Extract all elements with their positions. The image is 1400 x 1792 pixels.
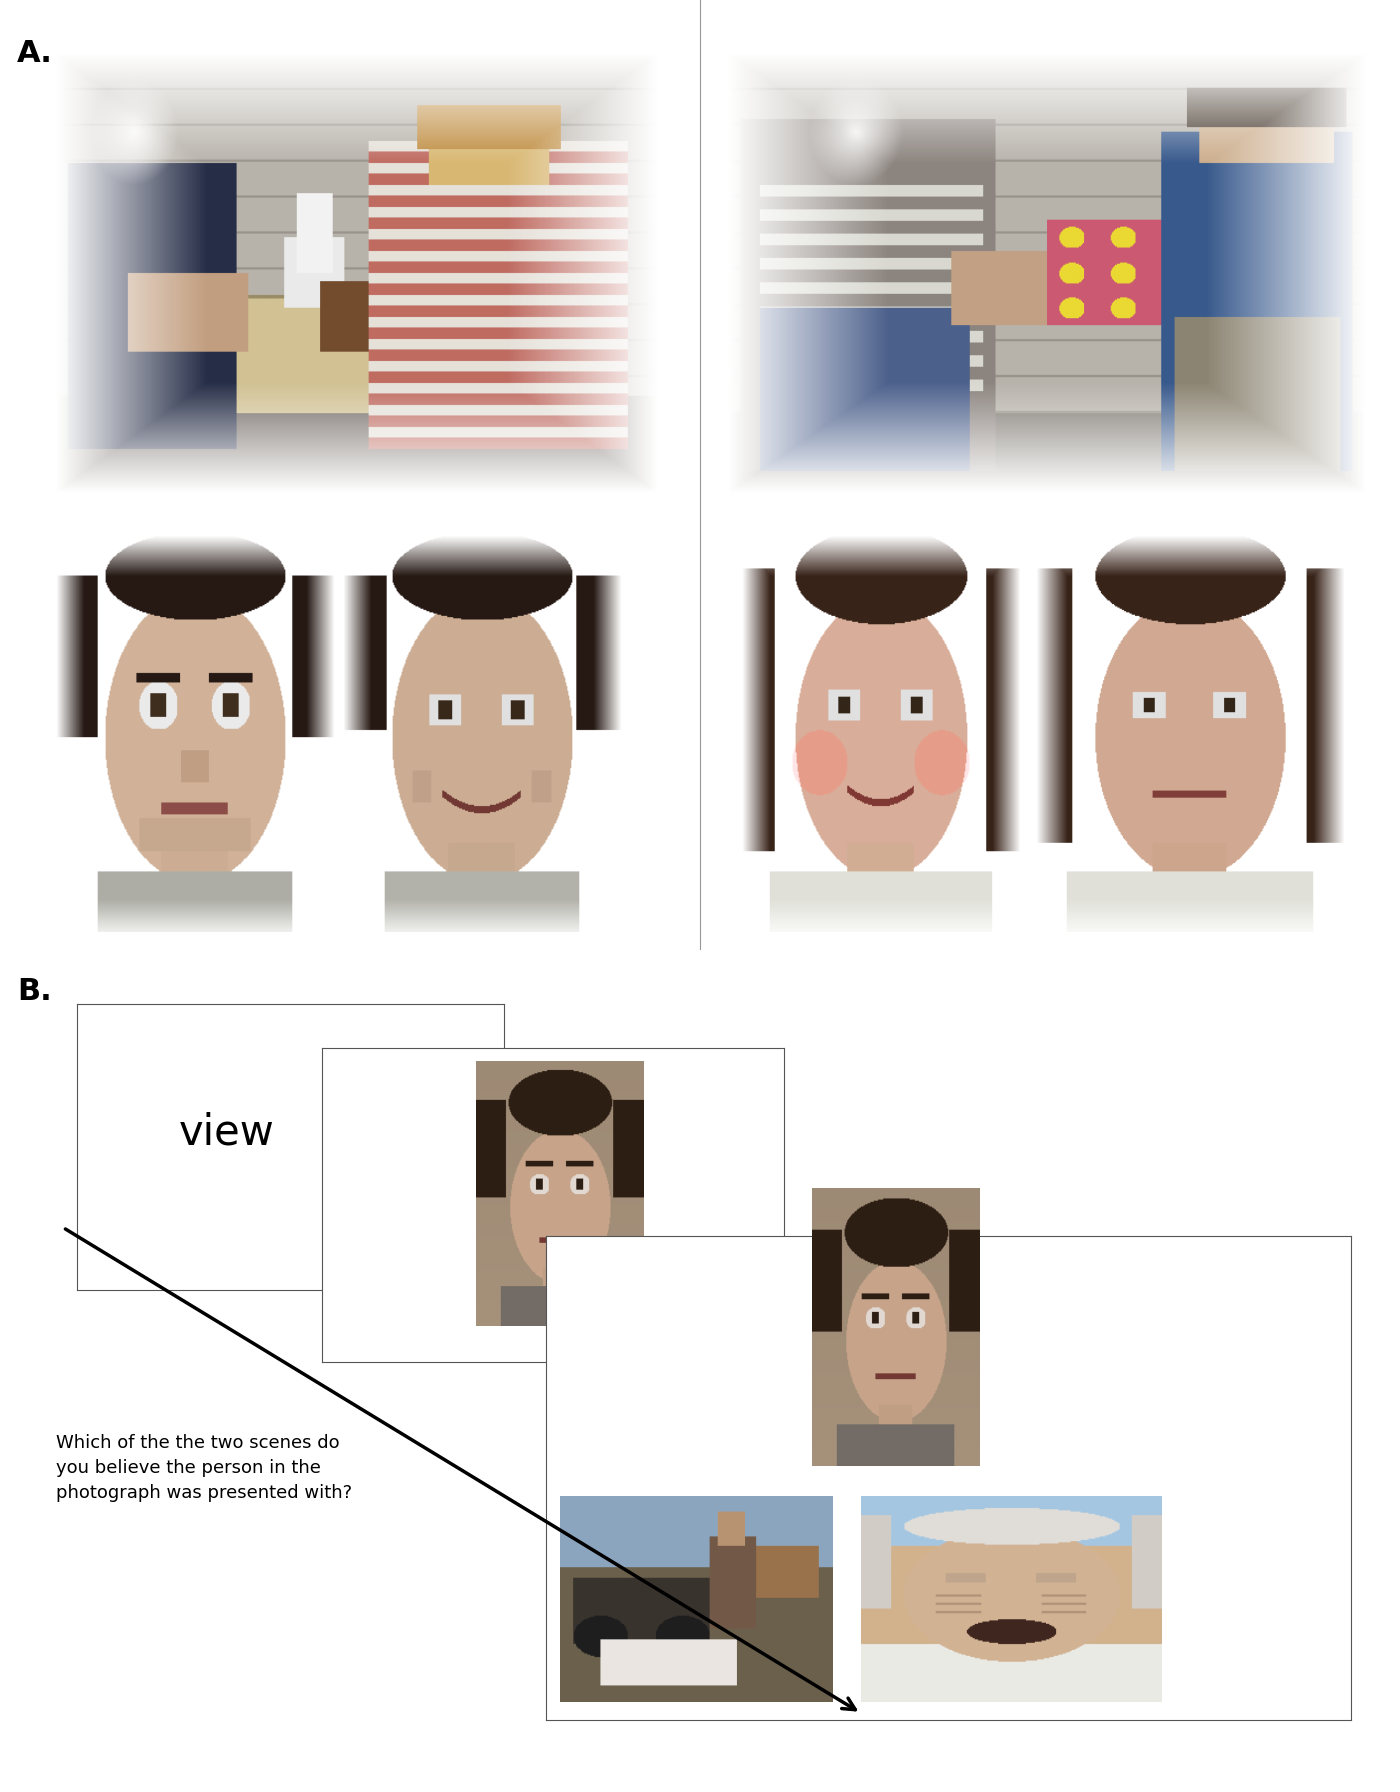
Text: B.: B. <box>17 977 52 1005</box>
Text: view: view <box>179 1111 274 1154</box>
Text: Which of the the two scenes do
you believe the person in the
photograph was pres: Which of the the two scenes do you belie… <box>56 1434 353 1502</box>
Text: A.: A. <box>17 39 53 68</box>
